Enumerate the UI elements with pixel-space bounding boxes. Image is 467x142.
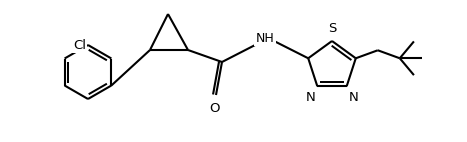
Text: Cl: Cl: [73, 38, 86, 52]
Text: NH: NH: [255, 32, 275, 44]
Text: O: O: [209, 102, 219, 115]
Text: N: N: [305, 91, 315, 104]
Text: S: S: [328, 22, 336, 35]
Text: N: N: [349, 91, 359, 104]
